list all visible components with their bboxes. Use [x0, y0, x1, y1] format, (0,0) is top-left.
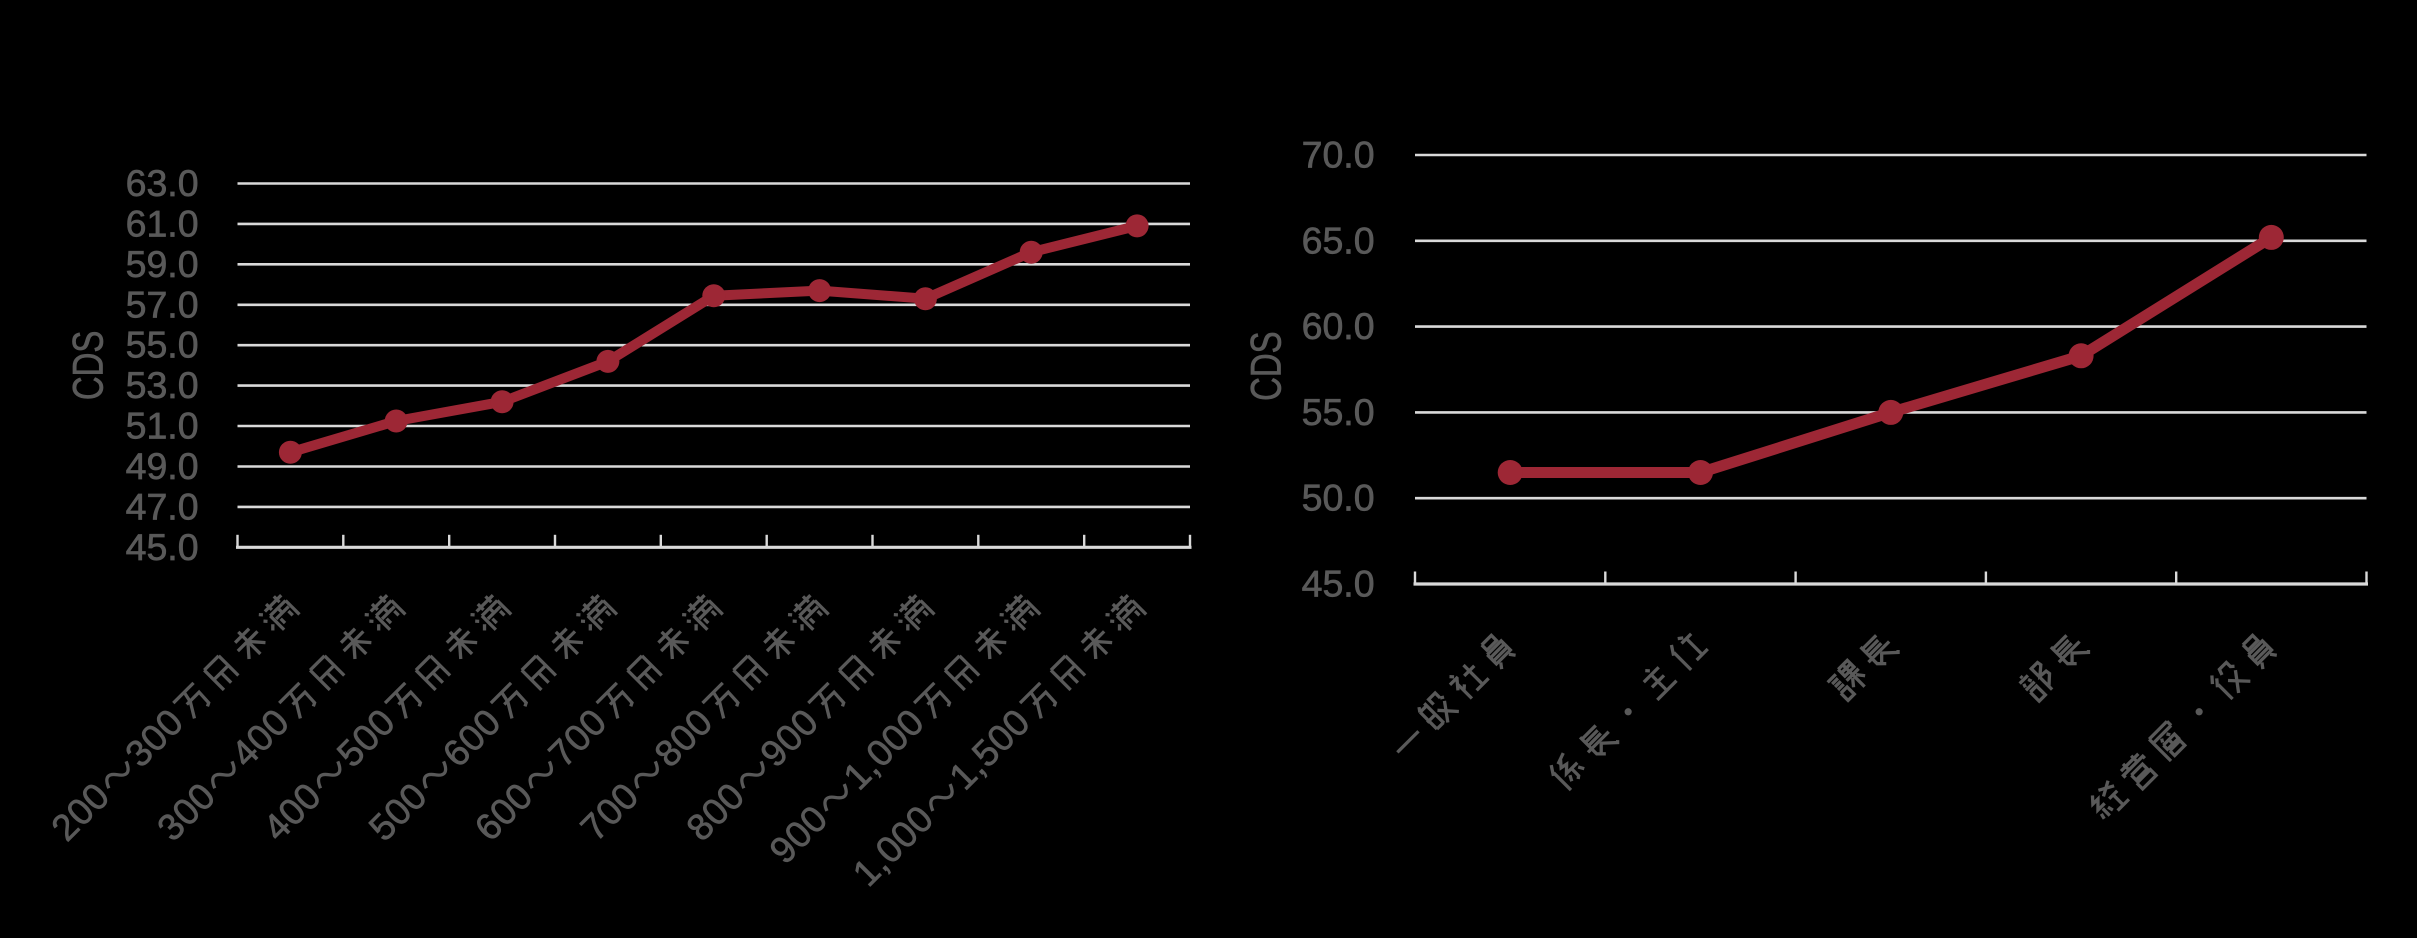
svg-text:45.0: 45.0	[126, 526, 199, 568]
svg-text:50.0: 50.0	[1302, 477, 1375, 519]
svg-text:47.0: 47.0	[126, 485, 199, 527]
svg-text:CDS: CDS	[1242, 331, 1290, 400]
svg-text:70.0: 70.0	[1302, 134, 1375, 176]
svg-text:45.0: 45.0	[1302, 563, 1375, 605]
svg-text:57.0: 57.0	[126, 283, 199, 325]
svg-text:51.0: 51.0	[126, 405, 199, 447]
svg-text:63.0: 63.0	[126, 162, 199, 204]
svg-text:55.0: 55.0	[126, 324, 199, 366]
svg-text:59.0: 59.0	[126, 243, 199, 285]
svg-text:60.0: 60.0	[1302, 305, 1375, 347]
svg-text:49.0: 49.0	[126, 445, 199, 487]
svg-text:53.0: 53.0	[126, 364, 199, 406]
svg-text:65.0: 65.0	[1302, 219, 1375, 261]
svg-text:CDS: CDS	[64, 331, 112, 400]
svg-text:55.0: 55.0	[1302, 391, 1375, 433]
svg-text:61.0: 61.0	[126, 202, 199, 244]
